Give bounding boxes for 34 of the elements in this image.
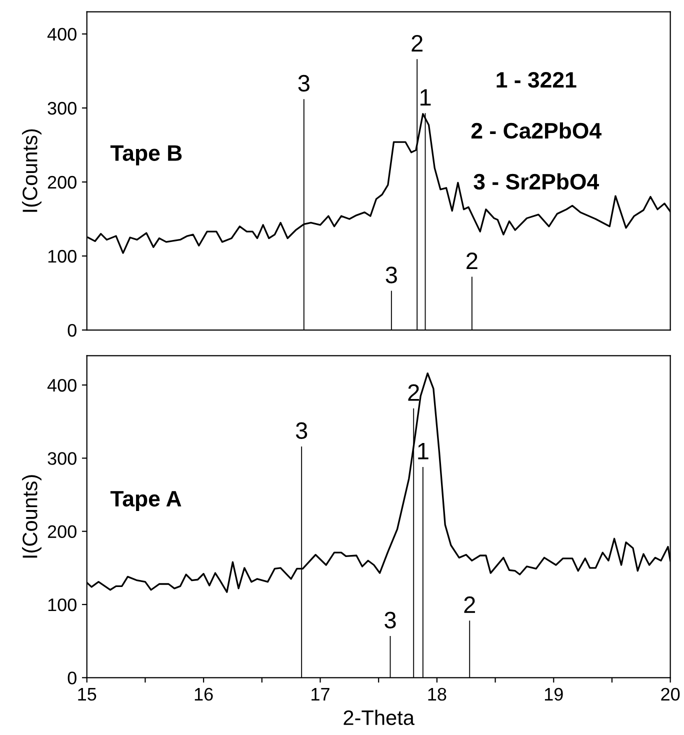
annotation: 1	[418, 443, 428, 460]
y-tick-label: 0	[68, 324, 76, 337]
y-tick-label: 100	[48, 250, 76, 263]
y-tick-label: 400	[47, 28, 76, 41]
annotation: 3	[386, 266, 397, 284]
annotation: 2	[408, 384, 419, 401]
y-tick-label: 300	[48, 102, 76, 115]
annotation: 2 - Ca2PbO4	[471, 122, 602, 139]
y-tick-label: 300	[48, 452, 76, 465]
annotation: 2	[466, 252, 478, 270]
y-tick-label: 0	[68, 672, 76, 684]
annotation: 3 - Sr2PbO4	[474, 173, 599, 190]
x-tick-label: 18	[428, 688, 446, 701]
x-tick-label: 16	[194, 688, 213, 701]
annotation: 3	[298, 74, 310, 92]
y-axis-title: I(Counts)	[22, 129, 42, 212]
annotation: Tape A	[110, 491, 182, 511]
y-tick-label: 200	[48, 176, 76, 189]
x-tick-label: 15	[78, 688, 96, 701]
annotation: 1 - 3221	[496, 72, 576, 88]
x-axis-title: 2-Theta	[344, 710, 414, 726]
y-tick-label: 400	[47, 378, 76, 392]
x-tick-label: 19	[544, 688, 563, 701]
annotation: Tape B	[110, 145, 182, 166]
annotation: 2	[464, 596, 475, 613]
y-axis-title: I(Counts)	[22, 475, 42, 558]
x-tick-label: 20	[661, 688, 680, 701]
y-tick-label: 200	[48, 525, 76, 538]
annotation: 3	[384, 612, 396, 629]
annotation: 3	[296, 422, 308, 440]
y-tick-label: 100	[48, 598, 76, 612]
annotation: 2	[412, 34, 422, 52]
annotation: 1	[420, 89, 431, 106]
x-tick-label: 17	[312, 688, 330, 700]
